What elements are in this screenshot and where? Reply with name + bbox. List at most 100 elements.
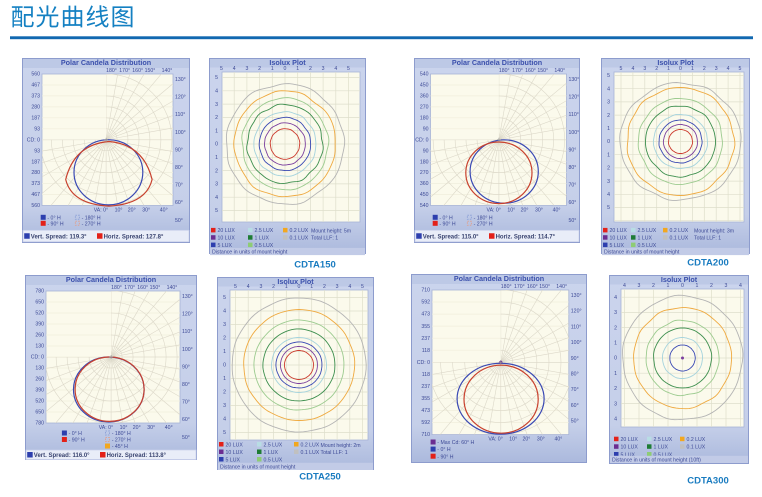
svg-text:3: 3 (715, 66, 718, 72)
svg-text:780: 780 (35, 421, 44, 427)
svg-text:Horiz. Spread: 113.8°: Horiz. Spread: 113.8° (107, 453, 167, 459)
svg-text:130: 130 (35, 344, 44, 350)
svg-text:592: 592 (421, 300, 430, 306)
svg-text:237: 237 (421, 336, 430, 342)
svg-text:3: 3 (614, 401, 617, 407)
svg-text:3: 3 (223, 322, 226, 328)
svg-text:Distance in units of mount hei: Distance in units of mount height (10ft) (612, 458, 701, 464)
svg-text:140°: 140° (556, 284, 567, 290)
svg-text:130°: 130° (182, 294, 193, 300)
svg-text:1: 1 (310, 284, 313, 290)
svg-text:4: 4 (215, 195, 218, 201)
svg-text:373: 373 (31, 94, 40, 100)
svg-text:0: 0 (298, 284, 301, 290)
svg-text:10°: 10° (507, 208, 515, 214)
svg-text:20 LUX: 20 LUX (218, 228, 236, 234)
svg-text:4: 4 (631, 66, 634, 72)
svg-text:5 LUX: 5 LUX (226, 457, 241, 463)
svg-text:5: 5 (215, 208, 218, 214)
svg-text:100°: 100° (571, 340, 582, 346)
svg-text:170°: 170° (119, 68, 130, 74)
svg-text:Isolux Plot: Isolux Plot (277, 277, 314, 286)
svg-text:1: 1 (223, 376, 226, 382)
svg-text:4: 4 (215, 89, 218, 95)
svg-text:170°: 170° (124, 285, 135, 291)
svg-text:3: 3 (223, 403, 226, 409)
svg-text:70°: 70° (571, 387, 579, 393)
svg-text:50°: 50° (571, 419, 579, 425)
svg-text:80°: 80° (182, 382, 190, 388)
svg-text:Vert. Spread: 115.0°: Vert. Spread: 115.0° (423, 234, 479, 240)
svg-text:Total LLF: 1: Total LLF: 1 (694, 236, 721, 242)
svg-text:5: 5 (361, 284, 364, 290)
svg-text:710: 710 (421, 432, 430, 438)
svg-text:3: 3 (607, 179, 610, 185)
svg-text:90: 90 (423, 148, 429, 154)
svg-text:CD: 0: CD: 0 (27, 137, 40, 143)
svg-text:20°: 20° (128, 208, 136, 214)
svg-text:120°: 120° (182, 312, 193, 318)
svg-text:270: 270 (420, 105, 429, 111)
svg-text:473: 473 (421, 408, 430, 414)
svg-text:4: 4 (607, 192, 610, 198)
svg-text:2: 2 (309, 66, 312, 72)
svg-text:0: 0 (284, 66, 287, 72)
svg-text:1: 1 (667, 283, 670, 289)
svg-text:4: 4 (614, 417, 617, 423)
svg-text:1: 1 (271, 66, 274, 72)
svg-text:20°: 20° (523, 437, 531, 443)
svg-text:20°: 20° (521, 208, 529, 214)
svg-text:360: 360 (420, 181, 429, 187)
svg-text:- 90° H: - 90° H (437, 454, 453, 460)
svg-text:5: 5 (739, 66, 742, 72)
svg-text:540: 540 (420, 203, 429, 209)
svg-text:473: 473 (421, 312, 430, 318)
svg-text:1: 1 (614, 341, 617, 347)
svg-text:467: 467 (31, 83, 40, 89)
svg-text:2.5 LUX: 2.5 LUX (654, 437, 673, 443)
svg-text:2: 2 (614, 386, 617, 392)
svg-text:4: 4 (223, 417, 226, 423)
svg-text:20 LUX: 20 LUX (621, 437, 639, 443)
svg-text:140°: 140° (162, 68, 173, 74)
svg-text:0.1 LUX: 0.1 LUX (290, 236, 309, 242)
svg-text:2: 2 (607, 113, 610, 119)
svg-text:2.5 LUX: 2.5 LUX (264, 442, 283, 448)
svg-text:467: 467 (31, 192, 40, 198)
svg-text:110°: 110° (175, 112, 185, 118)
svg-text:70°: 70° (175, 183, 183, 189)
svg-text:0.2 LUX: 0.2 LUX (687, 437, 706, 443)
svg-text:118: 118 (422, 348, 430, 354)
svg-text:355: 355 (421, 324, 430, 330)
svg-text:5: 5 (220, 66, 223, 72)
svg-text:4: 4 (348, 284, 351, 290)
svg-text:140°: 140° (167, 285, 178, 291)
svg-text:10 LUX: 10 LUX (621, 445, 639, 451)
svg-text:50°: 50° (175, 218, 183, 224)
svg-text:520: 520 (35, 311, 44, 317)
svg-text:390: 390 (35, 388, 44, 394)
svg-text:93: 93 (34, 148, 40, 154)
svg-text:4: 4 (223, 309, 226, 315)
svg-text:Distance in units of mount hei: Distance in units of mount height (212, 250, 288, 256)
svg-text:3: 3 (322, 66, 325, 72)
svg-text:10 LUX: 10 LUX (226, 450, 244, 456)
svg-text:118: 118 (422, 372, 430, 378)
svg-text:373: 373 (31, 181, 40, 187)
svg-text:CDTA200: CDTA200 (687, 258, 729, 269)
svg-text:450: 450 (420, 83, 429, 89)
svg-text:650: 650 (35, 300, 44, 306)
svg-text:VA: 0°: VA: 0° (488, 437, 502, 443)
svg-text:540: 540 (420, 72, 429, 78)
svg-text:Vert. Spread: 116.0°: Vert. Spread: 116.0° (34, 453, 90, 459)
svg-text:1 LUX: 1 LUX (654, 445, 669, 451)
svg-text:2: 2 (710, 283, 713, 289)
svg-text:40°: 40° (555, 437, 563, 443)
svg-text:30°: 30° (535, 208, 543, 214)
svg-text:Distance in units of mount hei: Distance in units of mount height (220, 465, 296, 471)
svg-text:0.2 LUX: 0.2 LUX (670, 228, 689, 234)
svg-text:Mount height: 3m: Mount height: 3m (694, 228, 734, 234)
svg-text:130: 130 (35, 366, 44, 372)
svg-text:120°: 120° (175, 95, 186, 101)
svg-text:280: 280 (31, 170, 40, 176)
